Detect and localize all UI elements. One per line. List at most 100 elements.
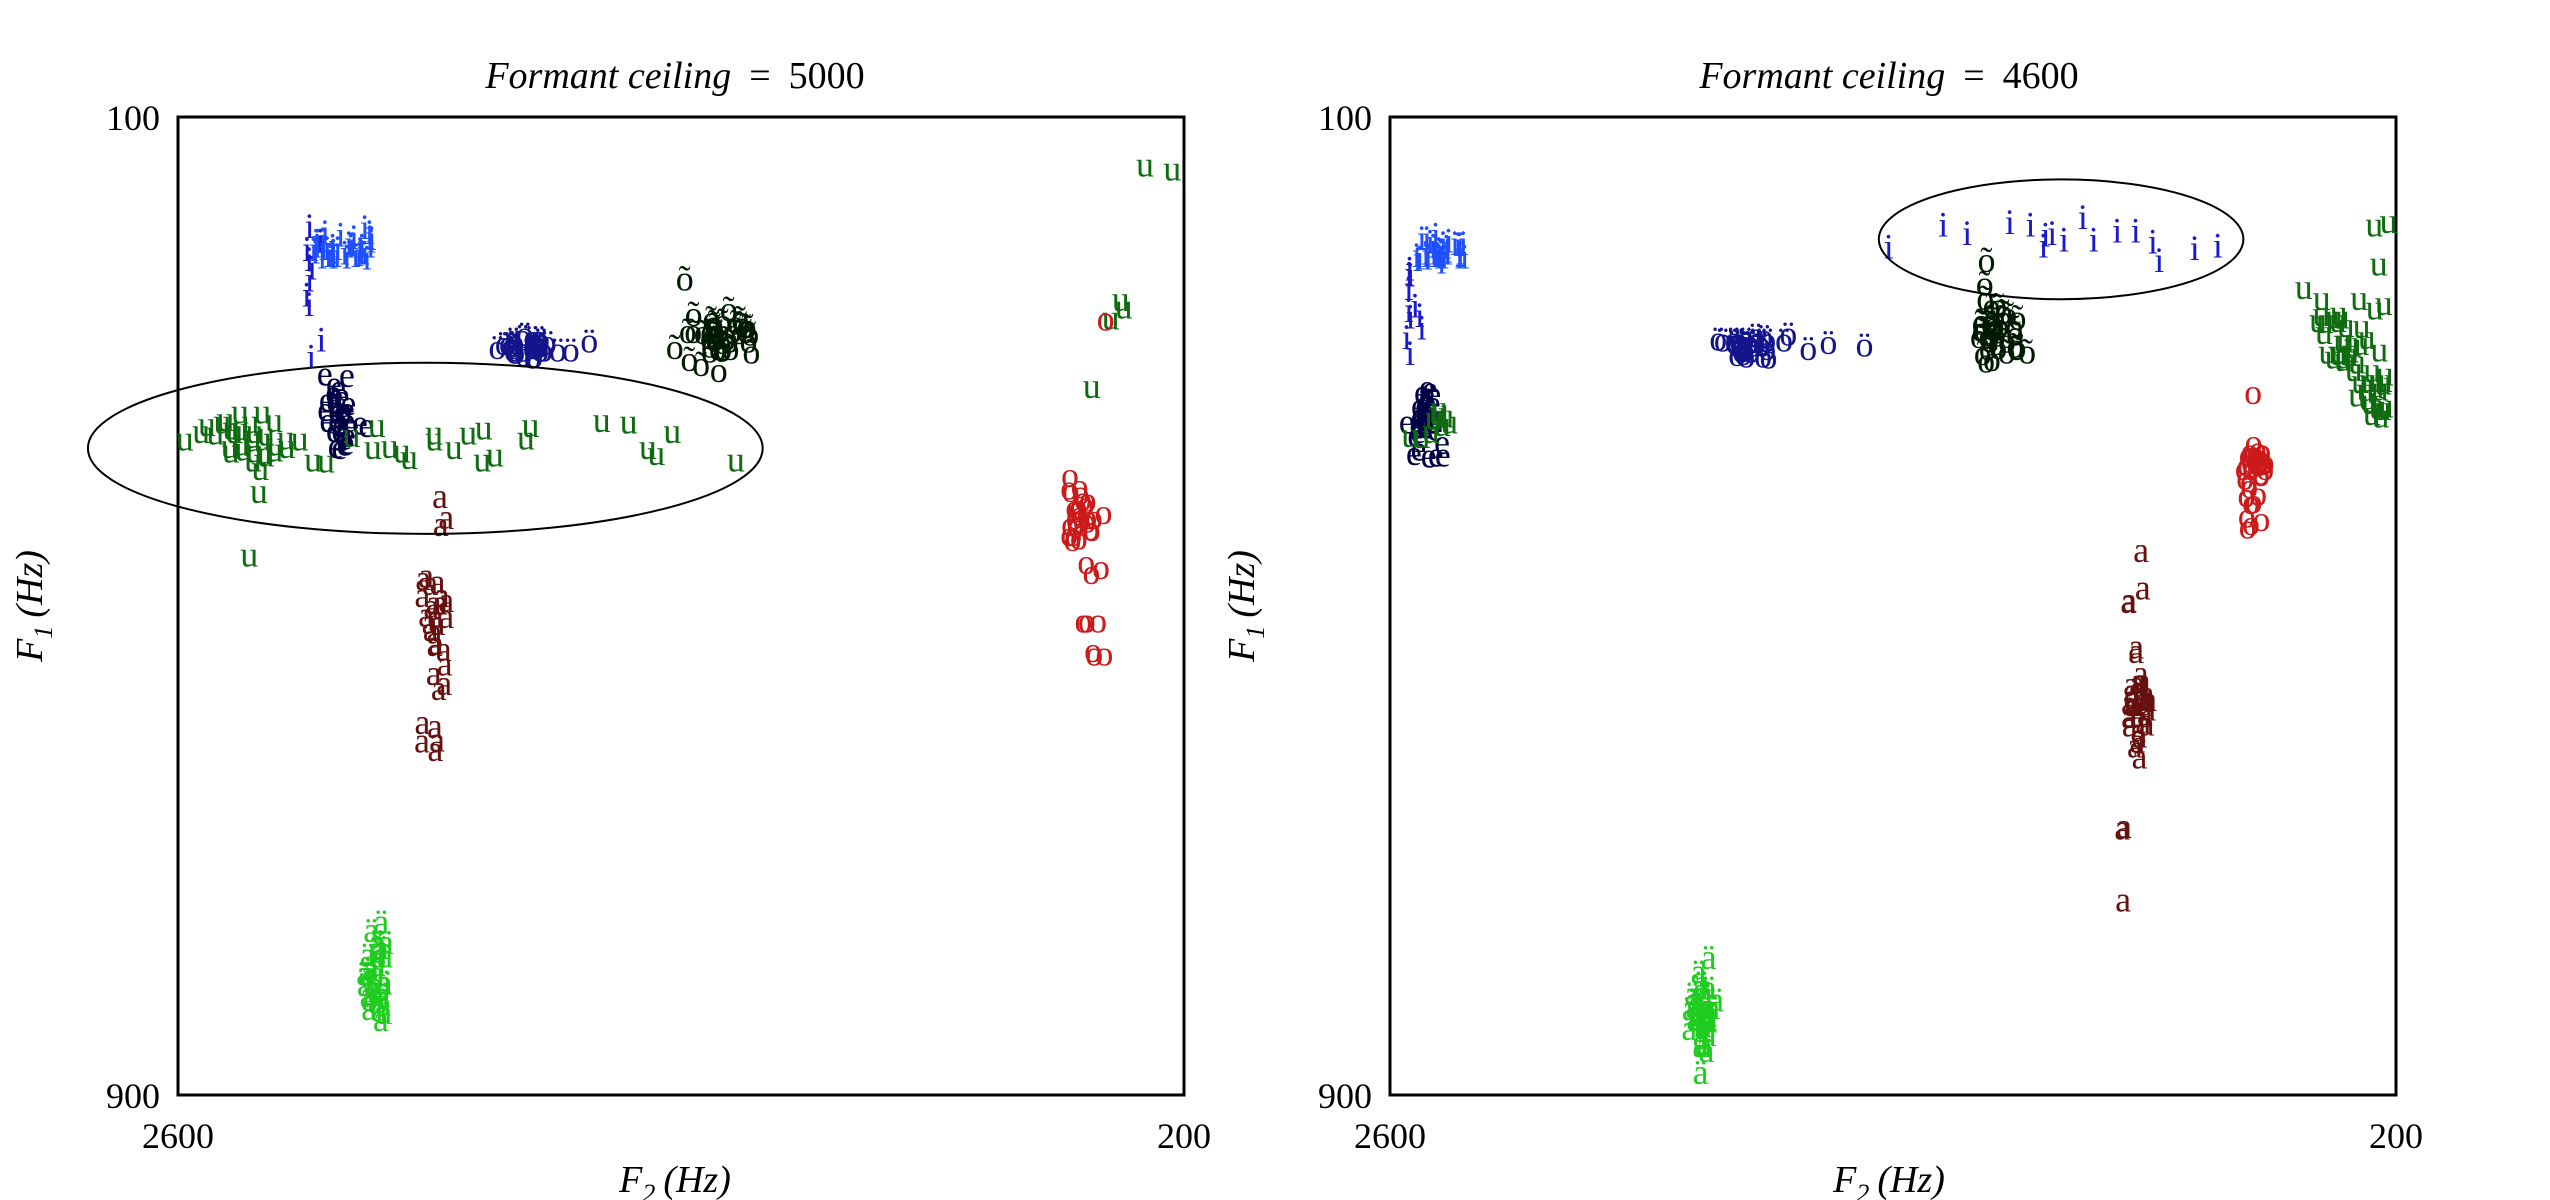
data-point-õ: õ	[706, 320, 724, 360]
data-point-e: e	[1415, 399, 1431, 439]
data-point-u: u	[244, 416, 262, 456]
data-point-õ: õ	[2009, 327, 2027, 367]
data-point-i: i	[2078, 197, 2088, 237]
data-point-õ: õ	[703, 312, 721, 352]
data-point-a: a	[2122, 705, 2138, 745]
data-point-ä: ä	[362, 948, 378, 988]
data-point-u: u	[244, 439, 262, 479]
data-point-ö: ö	[531, 329, 549, 369]
data-point-u: u	[2330, 293, 2348, 333]
data-point-e: e	[1409, 405, 1425, 445]
data-point-i: i	[323, 235, 333, 275]
data-point-õ: õ	[714, 328, 732, 368]
data-point-i: i	[1436, 232, 1446, 272]
data-point-o: o	[2243, 433, 2261, 473]
data-point-ö: ö	[1758, 328, 1776, 368]
data-point-i: i	[302, 274, 312, 314]
data-point-e: e	[336, 417, 352, 457]
data-point-ä: ä	[1693, 1052, 1709, 1092]
data-point-u: u	[2370, 329, 2388, 369]
data-point-ö: ö	[526, 327, 544, 367]
data-point-o: o	[1095, 492, 1113, 532]
data-point-u: u	[245, 411, 263, 451]
data-point-ä: ä	[361, 988, 377, 1028]
data-point-u: u	[364, 427, 382, 467]
data-point-o: o	[1082, 508, 1100, 548]
data-point-ä: ä	[1699, 986, 1715, 1026]
data-point-ä: ä	[373, 927, 389, 967]
data-point-ö: ö	[1779, 313, 1797, 353]
data-point-i: i	[306, 337, 316, 377]
data-point-e: e	[1434, 422, 1450, 462]
data-point-e: e	[1416, 395, 1432, 435]
data-point-a: a	[2121, 696, 2137, 736]
data-point-o: o	[2252, 453, 2270, 493]
data-point-õ: õ	[1991, 305, 2009, 345]
data-point-u: u	[2353, 306, 2371, 346]
data-point-o: o	[2242, 482, 2260, 522]
data-point-u: u	[593, 400, 611, 440]
data-point-e: e	[352, 403, 368, 443]
data-point-i: i	[1938, 205, 1948, 245]
data-point-a: a	[430, 603, 446, 643]
data-point-i: i	[1430, 235, 1440, 275]
ylabel-unit: (Hz)	[9, 550, 51, 618]
data-point-u: u	[522, 405, 540, 445]
data-point-ö: ö	[539, 322, 557, 362]
data-point-o: o	[2238, 496, 2256, 536]
data-point-u: u	[2356, 370, 2374, 410]
data-point-u: u	[2374, 388, 2392, 428]
data-point-a: a	[422, 602, 438, 642]
data-point-a: a	[423, 586, 439, 626]
data-point-u: u	[2365, 205, 2383, 245]
data-point-a: a	[430, 562, 446, 602]
data-point-i: i	[355, 229, 365, 269]
data-point-u: u	[2372, 395, 2390, 435]
data-point-ä: ä	[357, 953, 373, 993]
data-point-i: i	[1404, 290, 1414, 330]
data-point-u: u	[1429, 393, 1447, 433]
data-point-e: e	[1435, 434, 1451, 474]
data-point-õ: õ	[740, 321, 758, 361]
data-point-a: a	[428, 623, 444, 663]
data-point-u: u	[475, 408, 493, 448]
data-point-ö: ö	[1758, 320, 1776, 360]
data-point-i: i	[328, 225, 338, 265]
plot-frame	[1388, 115, 2398, 1097]
data-point-ä: ä	[363, 910, 379, 950]
data-point-i: i	[1455, 236, 1465, 276]
data-point-ä: ä	[1685, 986, 1701, 1026]
data-point-ö: ö	[1755, 316, 1773, 356]
data-point-u: u	[1083, 366, 1101, 406]
data-point-a: a	[2131, 661, 2147, 701]
data-point-ö: ö	[523, 327, 541, 367]
data-point-u: u	[425, 419, 443, 459]
data-point-e: e	[1427, 397, 1443, 437]
ylabel-sub: 1	[29, 626, 58, 639]
data-point-u: u	[393, 431, 411, 471]
data-point-a: a	[427, 706, 443, 746]
data-point-u: u	[2369, 387, 2387, 427]
data-point-u: u	[1115, 287, 1133, 327]
data-point-u: u	[2351, 323, 2369, 363]
data-point-e: e	[1416, 392, 1432, 432]
data-point-i: i	[336, 214, 346, 254]
data-point-i: i	[1434, 236, 1444, 276]
data-point-õ: õ	[685, 294, 703, 334]
data-point-u: u	[257, 414, 275, 454]
data-point-a: a	[2139, 673, 2155, 713]
data-point-a: a	[414, 702, 430, 742]
data-point-i: i	[1443, 233, 1453, 273]
data-point-ö: ö	[530, 317, 548, 357]
data-point-o: o	[1095, 634, 1113, 674]
data-point-a: a	[2132, 675, 2148, 715]
data-point-õ: õ	[666, 327, 684, 367]
data-point-a: a	[428, 596, 444, 636]
data-point-i: i	[318, 219, 328, 259]
data-point-õ: õ	[1994, 298, 2012, 338]
data-point-e: e	[336, 390, 352, 430]
data-point-a: a	[2120, 581, 2136, 621]
data-point-o: o	[1072, 496, 1090, 536]
